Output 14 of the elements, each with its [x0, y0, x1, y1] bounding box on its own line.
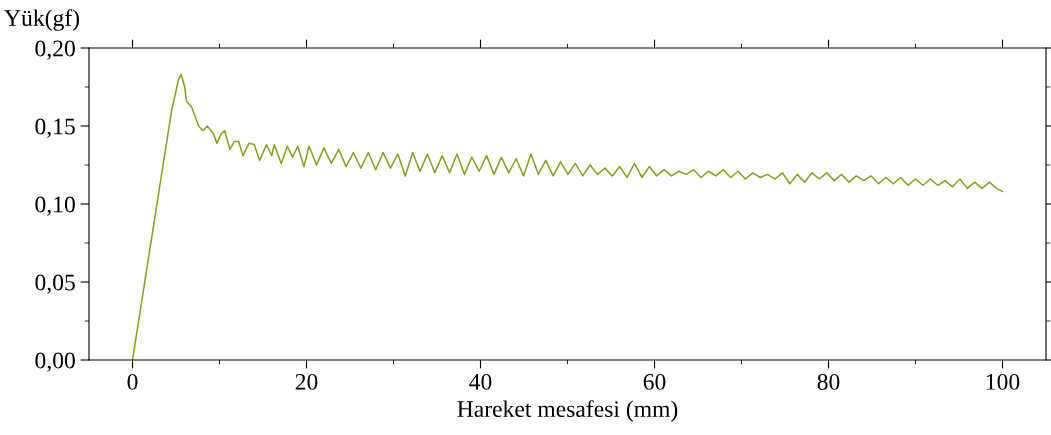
x-tick-label: 100	[986, 373, 1020, 390]
line-series	[131, 73, 1004, 360]
x-tick-label: 0	[127, 373, 138, 390]
y-axis-title: Yük(gf)	[4, 9, 80, 31]
y-tick-label: 0,15	[35, 118, 75, 138]
x-axis-title: Hareket mesafesi (mm)	[457, 400, 678, 422]
x-tick-label: 40	[469, 373, 492, 390]
x-tick-label: 20	[295, 373, 318, 390]
y-tick-label: 0,05	[35, 274, 75, 294]
y-tick-label: 0,00	[35, 352, 75, 372]
y-tick-label: 0,20	[35, 40, 75, 60]
x-tick-label: 80	[817, 373, 840, 390]
y-tick-label: 0,10	[35, 196, 75, 216]
x-tick-label: 60	[643, 373, 666, 390]
